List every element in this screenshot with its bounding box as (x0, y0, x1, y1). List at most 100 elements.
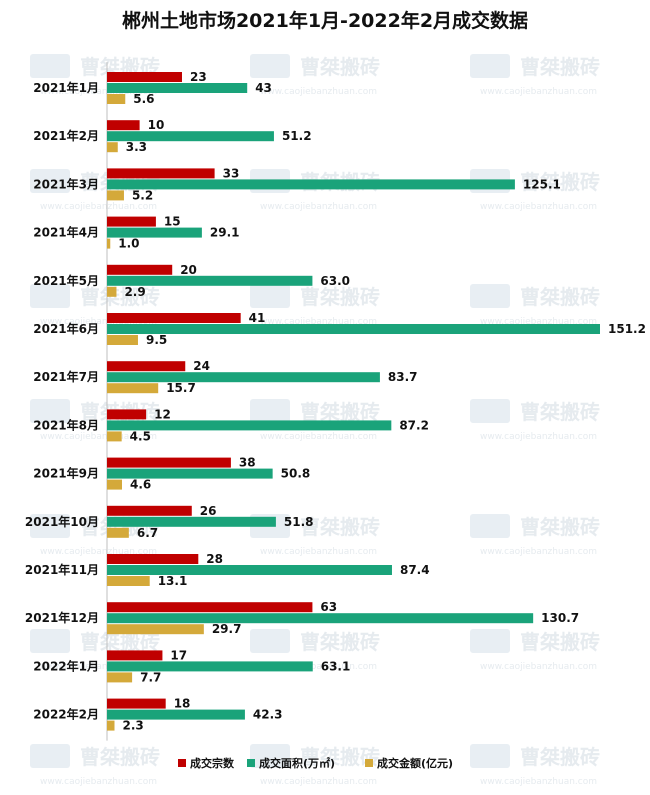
watermark-url: www.caojiebanzhuan.com (40, 432, 157, 442)
legend-swatch (247, 759, 255, 767)
watermark-logo (470, 744, 510, 768)
legend-label: 成交宗数 (190, 756, 235, 770)
bar-series-3 (107, 286, 117, 297)
value-label: 151.2 (608, 322, 646, 336)
value-label: 125.1 (523, 177, 561, 191)
value-label: 87.2 (399, 418, 429, 432)
bar-series-2 (107, 179, 515, 190)
watermark-text: 曹桀搬砖 (520, 400, 600, 424)
value-label: 29.7 (212, 622, 242, 636)
bar-series-2 (107, 324, 600, 334)
watermark-url: www.caojiebanzhuan.com (260, 202, 377, 212)
watermark-logo (30, 514, 70, 538)
watermark-text: 曹桀搬砖 (520, 55, 600, 79)
bar-series-1 (107, 409, 147, 420)
value-label: 17 (170, 648, 187, 662)
bar-series-2 (107, 372, 380, 383)
bar-series-1 (107, 554, 199, 564)
watermark-logo (30, 284, 70, 308)
value-label: 33 (223, 166, 240, 180)
bar-series-2 (107, 420, 392, 431)
category-label: 2021年8月 (33, 417, 99, 432)
value-label: 9.5 (146, 333, 167, 347)
value-label: 4.6 (130, 478, 151, 492)
value-label: 28 (206, 552, 223, 566)
value-label: 2.3 (122, 719, 143, 733)
bar-series-3 (107, 335, 138, 345)
category-label: 2021年2月 (33, 128, 99, 143)
value-label: 42.3 (253, 708, 283, 722)
bar-series-1 (107, 698, 166, 709)
bar-series-2 (107, 275, 313, 286)
bar-series-1 (107, 168, 215, 179)
watermark-logo (30, 169, 70, 193)
category-label: 2022年1月 (33, 658, 99, 673)
value-label: 51.2 (282, 129, 312, 143)
watermark-text: 曹桀搬砖 (520, 170, 600, 194)
watermark-logo (30, 629, 70, 653)
value-label: 15 (164, 215, 181, 229)
value-label: 5.2 (132, 188, 153, 202)
bar-series-2 (107, 661, 313, 672)
bar-series-1 (107, 72, 182, 82)
category-label: 2021年6月 (33, 321, 99, 336)
value-label: 23 (190, 70, 207, 84)
bar-series-1 (107, 650, 163, 661)
watermark-text: 曹桀搬砖 (300, 400, 380, 424)
watermark-url: www.caojiebanzhuan.com (40, 202, 157, 212)
value-label: 51.8 (284, 515, 314, 529)
watermark-logo (470, 54, 510, 78)
value-label: 1.0 (118, 237, 139, 251)
legend-swatch (365, 759, 373, 767)
value-label: 41 (249, 311, 266, 325)
bar-series-3 (107, 672, 133, 683)
watermark-url: www.caojiebanzhuan.com (260, 777, 377, 787)
value-label: 63.0 (320, 274, 350, 288)
value-label: 6.7 (137, 526, 158, 540)
value-label: 63.1 (321, 659, 351, 673)
value-label: 26 (200, 504, 217, 518)
watermark-url: www.caojiebanzhuan.com (260, 87, 377, 97)
value-label: 87.4 (400, 563, 430, 577)
value-label: 50.8 (281, 467, 311, 481)
category-label: 2021年11月 (25, 562, 99, 577)
watermark-url: www.caojiebanzhuan.com (480, 777, 597, 787)
watermark-logo (250, 399, 290, 423)
value-label: 15.7 (166, 381, 196, 395)
value-label: 24 (193, 359, 210, 373)
bar-series-1 (107, 264, 173, 275)
category-label: 2021年1月 (33, 80, 99, 95)
bar-series-1 (107, 120, 140, 131)
watermark-text: 曹桀搬砖 (80, 285, 160, 309)
watermark-text: 曹桀搬砖 (520, 285, 600, 309)
bar-series-3 (107, 238, 111, 249)
value-label: 3.3 (126, 140, 147, 154)
value-label: 38 (239, 456, 256, 470)
bar-series-1 (107, 216, 156, 227)
bar-series-1 (107, 505, 192, 516)
watermark-url: www.caojiebanzhuan.com (40, 777, 157, 787)
bar-series-3 (107, 94, 126, 104)
category-label: 2021年10月 (25, 514, 99, 529)
watermark-text: 曹桀搬砖 (300, 630, 380, 654)
watermark-url: www.caojiebanzhuan.com (40, 87, 157, 97)
watermark-text: 曹桀搬砖 (80, 745, 160, 769)
bar-series-3 (107, 527, 129, 538)
legend-label: 成交金额(亿元) (377, 756, 453, 770)
bar-series-2 (107, 565, 392, 575)
watermark-text: 曹桀搬砖 (520, 515, 600, 539)
value-label: 12 (154, 407, 171, 421)
value-label: 20 (180, 263, 197, 277)
category-label: 2021年12月 (25, 610, 99, 625)
watermark-logo (30, 54, 70, 78)
bar-series-3 (107, 576, 150, 586)
watermark-text: 曹桀搬砖 (300, 515, 380, 539)
watermark-url: www.caojiebanzhuan.com (480, 662, 597, 672)
chart-title: 郴州土地市场2021年1月-2022年2月成交数据 (121, 10, 529, 32)
watermark-logo (470, 399, 510, 423)
legend: 成交宗数 成交面积(万㎡) 成交金额(亿元) (178, 756, 453, 770)
bar-series-2 (107, 709, 245, 720)
watermark-url: www.caojiebanzhuan.com (260, 432, 377, 442)
category-label: 2021年4月 (33, 225, 99, 240)
watermark-text: 曹桀搬砖 (520, 630, 600, 654)
